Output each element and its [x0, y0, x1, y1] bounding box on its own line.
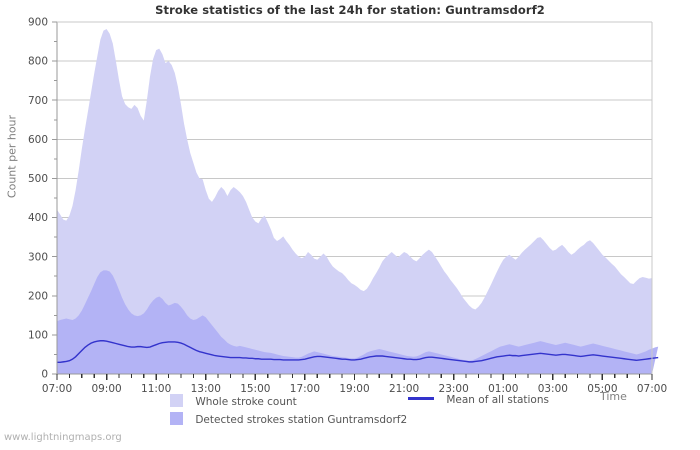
svg-text:900: 900 [28, 17, 48, 29]
svg-text:07:00: 07:00 [42, 383, 72, 395]
legend-swatch-detected-strokes [170, 412, 183, 425]
svg-text:01:00: 01:00 [488, 383, 518, 395]
svg-text:13:00: 13:00 [191, 383, 221, 395]
svg-text:17:00: 17:00 [290, 383, 320, 395]
svg-text:200: 200 [28, 290, 48, 302]
legend-line-mean-of-all-stations [408, 397, 434, 400]
watermark: www.lightningmaps.org [4, 432, 122, 443]
y-axis-label: Count per hour [5, 114, 19, 199]
chart-title: Stroke statistics of the last 24h for st… [155, 3, 545, 17]
chart-plot-area: 0 100 200 300 400 500 600 700 800 900 07:00 09:00 1… [28, 17, 667, 395]
line-series-layer [57, 340, 659, 363]
svg-text:15:00: 15:00 [240, 383, 270, 395]
y-axis-ticks: 0 100 200 300 400 500 600 700 800 900 [28, 17, 57, 381]
svg-text:03:00: 03:00 [538, 383, 568, 395]
svg-text:800: 800 [28, 56, 48, 68]
svg-text:11:00: 11:00 [141, 383, 171, 395]
legend-label-whole-stroke-count: Whole stroke count [195, 396, 297, 408]
legend-item-detected-strokes: Detected strokes station Guntramsdorf2 [170, 412, 407, 427]
svg-text:500: 500 [28, 173, 48, 185]
chart-legend: Whole stroke count Detected strokes stat… [170, 394, 640, 428]
legend-item-mean-of-all-stations: Mean of all stations [408, 394, 549, 409]
svg-text:21:00: 21:00 [389, 383, 419, 395]
svg-text:600: 600 [28, 134, 48, 146]
svg-text:23:00: 23:00 [439, 383, 469, 395]
legend-label-detected-strokes: Detected strokes station Guntramsdorf2 [195, 414, 408, 426]
x-axis-ticks: 07:00 09:00 11:00 13:00 15:00 17:00 19:00 21:00… [42, 374, 667, 395]
x-axis-label: Time [600, 390, 627, 403]
svg-text:100: 100 [28, 329, 48, 341]
svg-text:05:00: 05:00 [587, 383, 617, 395]
area-series-layer [57, 29, 659, 374]
legend-item-whole-stroke-count: Whole stroke count [170, 394, 297, 409]
svg-text:300: 300 [28, 251, 48, 263]
svg-text:700: 700 [28, 95, 48, 107]
svg-text:0: 0 [41, 369, 48, 381]
legend-swatch-whole-stroke-count [170, 394, 183, 407]
svg-text:19:00: 19:00 [339, 383, 369, 395]
svg-text:400: 400 [28, 212, 48, 224]
svg-text:07:00: 07:00 [637, 383, 667, 395]
legend-label-mean-of-all-stations: Mean of all stations [446, 394, 549, 406]
svg-text:09:00: 09:00 [91, 383, 121, 395]
